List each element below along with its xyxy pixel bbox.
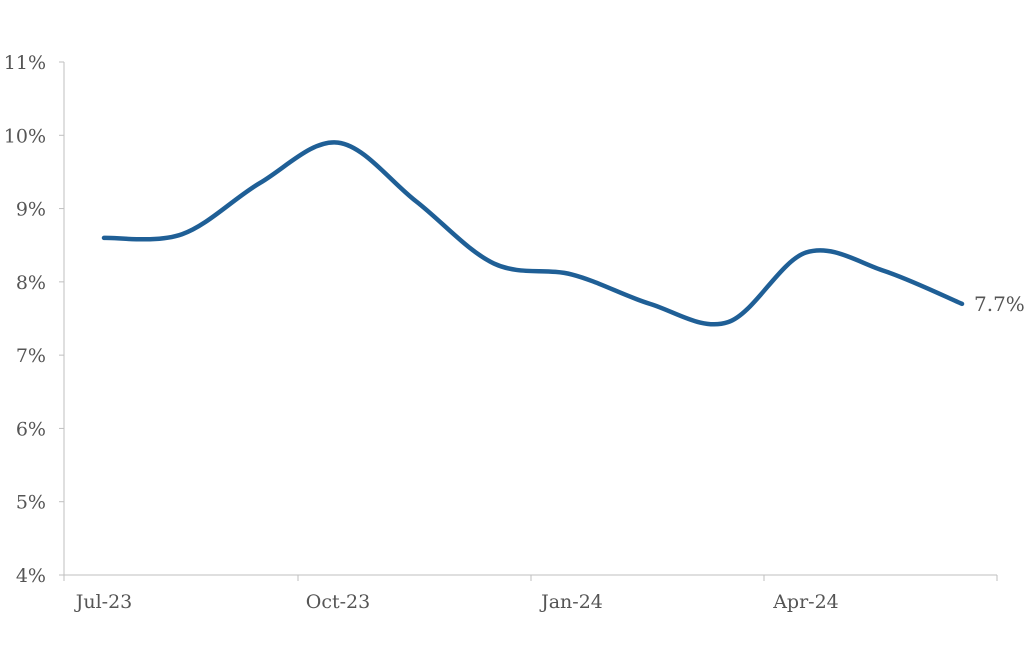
x-tick-label: Apr-24 [772, 591, 839, 613]
end-value-label: 7.7% [974, 292, 1024, 316]
x-tick-label: Oct-23 [306, 591, 370, 613]
y-tick-label: 8% [16, 272, 46, 294]
y-tick-label: 7% [16, 345, 46, 367]
x-tick-label: Jul-23 [74, 591, 133, 613]
y-tick-label: 5% [16, 492, 46, 514]
y-tick-label: 6% [16, 418, 46, 440]
x-tick-label: Jan-24 [539, 591, 603, 613]
series-line [101, 140, 965, 327]
y-tick-label: 9% [16, 199, 46, 221]
y-tick-label: 11% [4, 52, 46, 74]
y-tick-label: 4% [16, 565, 46, 587]
series-group [101, 140, 965, 327]
data-labels: 7.7% [974, 292, 1024, 316]
y-axis: 4% 5% 6% 7% 8% 9% 10% 11% [4, 52, 65, 587]
x-axis: Jul-23 Oct-23 Jan-24 Apr-24 [63, 574, 998, 613]
y-tick-label: 10% [4, 125, 46, 147]
